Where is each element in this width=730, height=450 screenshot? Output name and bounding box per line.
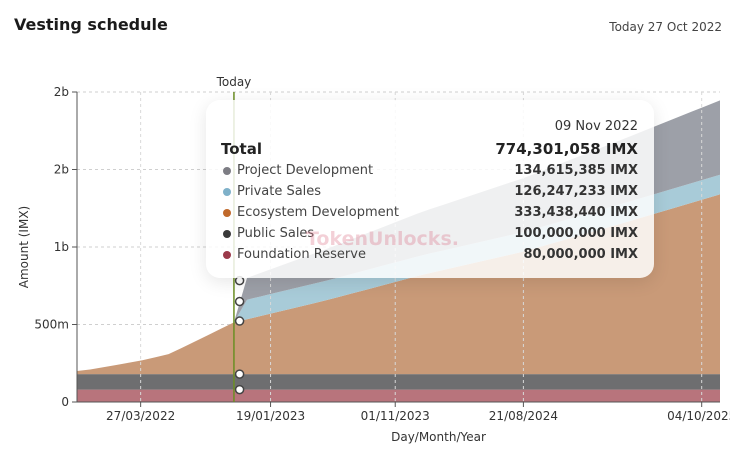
y-tick-label: 2b xyxy=(54,85,69,99)
tooltip-series-value: 80,000,000 IMX xyxy=(523,247,638,262)
x-tick-label: 21/08/2024 xyxy=(489,409,558,423)
tooltip-total-value: 774,301,058 IMX xyxy=(495,140,638,158)
y-tick-label: 0 xyxy=(61,395,69,409)
tooltip-date: 09 Nov 2022 xyxy=(554,119,638,134)
y-axis-label: Amount (IMX) xyxy=(17,206,31,288)
legend-dot-icon xyxy=(223,230,231,238)
today-date-label: Today 27 Oct 2022 xyxy=(609,20,722,34)
tooltip-row-private-sales: Private Sales 126,247,233 IMX xyxy=(221,184,638,202)
tooltip-series-name: Ecosystem Development xyxy=(237,205,399,220)
y-tick-label: 1b xyxy=(54,240,69,254)
tooltip-series-name: Foundation Reserve xyxy=(237,247,366,262)
legend-dot-icon xyxy=(223,167,231,175)
legend-dot-icon xyxy=(223,209,231,217)
y-tick-label: 500m xyxy=(34,318,69,332)
tokenunlocks-watermark: TokenUnlocks. xyxy=(306,228,459,250)
today-marker-label: Today xyxy=(216,75,252,89)
legend-dot-icon xyxy=(223,251,231,259)
tooltip-total-label: Total xyxy=(221,140,262,158)
page-title: Vesting schedule xyxy=(14,15,168,34)
tooltip-row-foundation-reserve: Foundation Reserve 80,000,000 IMX xyxy=(221,247,638,265)
tooltip-series-name: Project Development xyxy=(237,163,374,178)
tooltip-row-ecosystem-development: Ecosystem Development 333,438,440 IMX xyxy=(221,205,638,223)
tooltip-series-value: 126,247,233 IMX xyxy=(514,184,638,199)
chart-tooltip: 09 Nov 2022 Total 774,301,058 IMX Projec… xyxy=(206,100,654,278)
hover-point xyxy=(234,369,245,379)
x-tick-label: 27/03/2022 xyxy=(106,409,175,423)
tooltip-series-name: Public Sales xyxy=(237,226,315,241)
hover-point xyxy=(234,384,245,395)
tooltip-series-value: 134,615,385 IMX xyxy=(514,163,638,178)
tooltip-series-value: 333,438,440 IMX xyxy=(514,205,638,220)
area-ecosystem-development xyxy=(77,194,720,375)
x-tick-label: 01/11/2023 xyxy=(361,409,430,423)
y-tick-label: 2b xyxy=(54,163,69,177)
tooltip-series-name: Private Sales xyxy=(237,184,322,199)
x-tick-label: 04/10/2025 xyxy=(667,409,730,423)
x-axis-label: Day/Month/Year xyxy=(391,430,486,444)
hover-point xyxy=(234,316,245,326)
tooltip-row-project-development: Project Development 134,615,385 IMX xyxy=(221,163,638,181)
area-public-sales xyxy=(77,374,720,390)
hover-point xyxy=(234,296,245,307)
x-tick-label: 19/01/2023 xyxy=(236,409,305,423)
legend-dot-icon xyxy=(223,188,231,196)
area-foundation-reserve xyxy=(77,389,720,402)
tooltip-row-public-sales: Public Sales 100,000,000 IMX xyxy=(221,226,638,244)
tooltip-series-value: 100,000,000 IMX xyxy=(514,226,638,241)
